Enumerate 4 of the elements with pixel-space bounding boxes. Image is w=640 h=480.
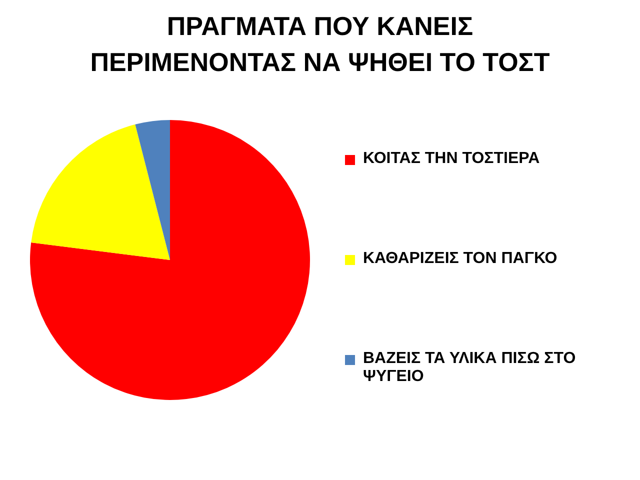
legend-label: ΚΑΘΑΡΙΖΕΙΣ ΤΟΝ ΠΑΓΚΟ [363, 250, 558, 268]
legend-label: ΚΟΙΤΑΣ ΤΗΝ ΤΟΣΤΙΕΡΑ [363, 150, 540, 168]
legend-label: ΒΑΖΕΙΣ ΤΑ ΥΛΙΚΑ ΠΙΣΩ ΣΤΟ ΨΥΓΕΙΟ [363, 350, 577, 386]
chart-title: ΠΡΑΓΜΑΤΑ ΠΟΥ ΚΑΝΕΙΣ ΠΕΡΙΜΕΝΟΝΤΑΣ ΝΑ ΨΗΘΕΙ ΤΟ ΤΟΣΤ [89, 10, 551, 79]
